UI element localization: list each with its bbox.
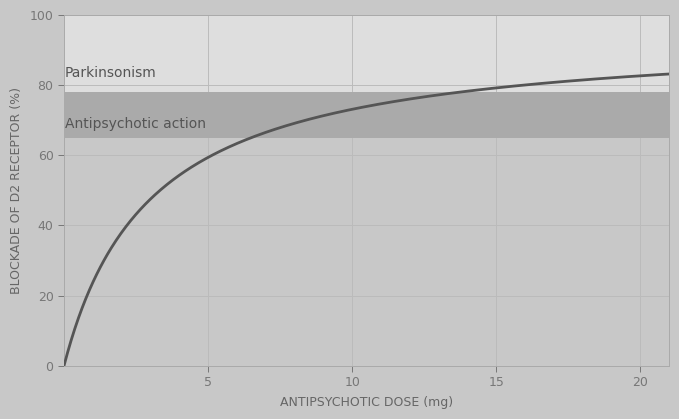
Text: Parkinsonism: Parkinsonism (65, 66, 157, 80)
Y-axis label: BLOCKADE OF D2 RECEPTOR (%): BLOCKADE OF D2 RECEPTOR (%) (10, 87, 22, 294)
X-axis label: ANTIPSYCHOTIC DOSE (mg): ANTIPSYCHOTIC DOSE (mg) (280, 396, 453, 409)
Text: Antipsychotic action: Antipsychotic action (65, 116, 206, 131)
Bar (64, 92, 669, 137)
Bar (64, 15, 669, 92)
